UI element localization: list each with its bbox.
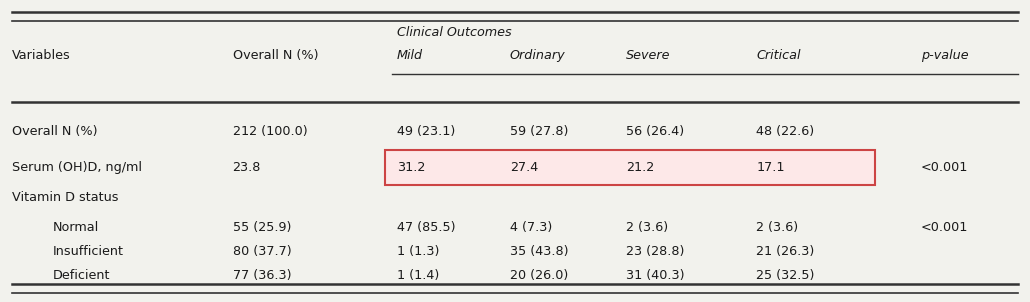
Text: 25 (32.5): 25 (32.5)	[756, 269, 815, 282]
Text: 23.8: 23.8	[233, 161, 261, 174]
Text: Serum (OH)D, ng/ml: Serum (OH)D, ng/ml	[11, 161, 142, 174]
Text: <0.001: <0.001	[921, 161, 968, 174]
Text: 212 (100.0): 212 (100.0)	[233, 125, 307, 138]
Text: <0.001: <0.001	[921, 221, 968, 234]
Text: Vitamin D status: Vitamin D status	[11, 191, 118, 204]
Text: 56 (26.4): 56 (26.4)	[626, 125, 684, 138]
Text: 2 (3.6): 2 (3.6)	[756, 221, 798, 234]
Text: 27.4: 27.4	[510, 161, 538, 174]
Text: 77 (36.3): 77 (36.3)	[233, 269, 291, 282]
Text: 2 (3.6): 2 (3.6)	[626, 221, 668, 234]
Text: 21 (26.3): 21 (26.3)	[756, 245, 815, 258]
Text: 4 (7.3): 4 (7.3)	[510, 221, 552, 234]
Text: Overall N (%): Overall N (%)	[11, 125, 97, 138]
Text: 55 (25.9): 55 (25.9)	[233, 221, 290, 234]
Text: Insufficient: Insufficient	[53, 245, 124, 258]
Text: Clinical Outcomes: Clinical Outcomes	[397, 26, 512, 39]
Text: 35 (43.8): 35 (43.8)	[510, 245, 569, 258]
Text: Mild: Mild	[397, 49, 423, 62]
Text: 48 (22.6): 48 (22.6)	[756, 125, 815, 138]
Text: 47 (85.5): 47 (85.5)	[397, 221, 455, 234]
Text: 49 (23.1): 49 (23.1)	[397, 125, 455, 138]
Text: Normal: Normal	[53, 221, 99, 234]
Text: 80 (37.7): 80 (37.7)	[233, 245, 291, 258]
Text: Critical: Critical	[756, 49, 801, 62]
Text: 31.2: 31.2	[397, 161, 425, 174]
Text: 1 (1.4): 1 (1.4)	[397, 269, 439, 282]
Text: 20 (26.0): 20 (26.0)	[510, 269, 569, 282]
Text: Ordinary: Ordinary	[510, 49, 565, 62]
Text: 23 (28.8): 23 (28.8)	[626, 245, 684, 258]
Text: 31 (40.3): 31 (40.3)	[626, 269, 685, 282]
Text: Deficient: Deficient	[53, 269, 110, 282]
Text: 21.2: 21.2	[626, 161, 654, 174]
Text: Variables: Variables	[11, 49, 70, 62]
Text: Overall N (%): Overall N (%)	[233, 49, 318, 62]
Text: 59 (27.8): 59 (27.8)	[510, 125, 569, 138]
FancyBboxPatch shape	[384, 150, 874, 185]
Text: 17.1: 17.1	[756, 161, 785, 174]
Text: p-value: p-value	[921, 49, 968, 62]
Text: Severe: Severe	[626, 49, 671, 62]
Text: 1 (1.3): 1 (1.3)	[397, 245, 439, 258]
